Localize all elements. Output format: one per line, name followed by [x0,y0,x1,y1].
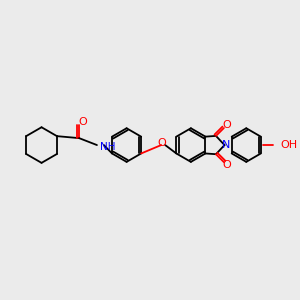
Text: NH: NH [100,142,116,152]
Text: OH: OH [280,140,297,150]
Text: O: O [223,160,231,170]
Text: O: O [79,117,88,127]
Text: O: O [223,120,231,130]
Text: O: O [158,138,167,148]
Text: N: N [222,140,231,150]
